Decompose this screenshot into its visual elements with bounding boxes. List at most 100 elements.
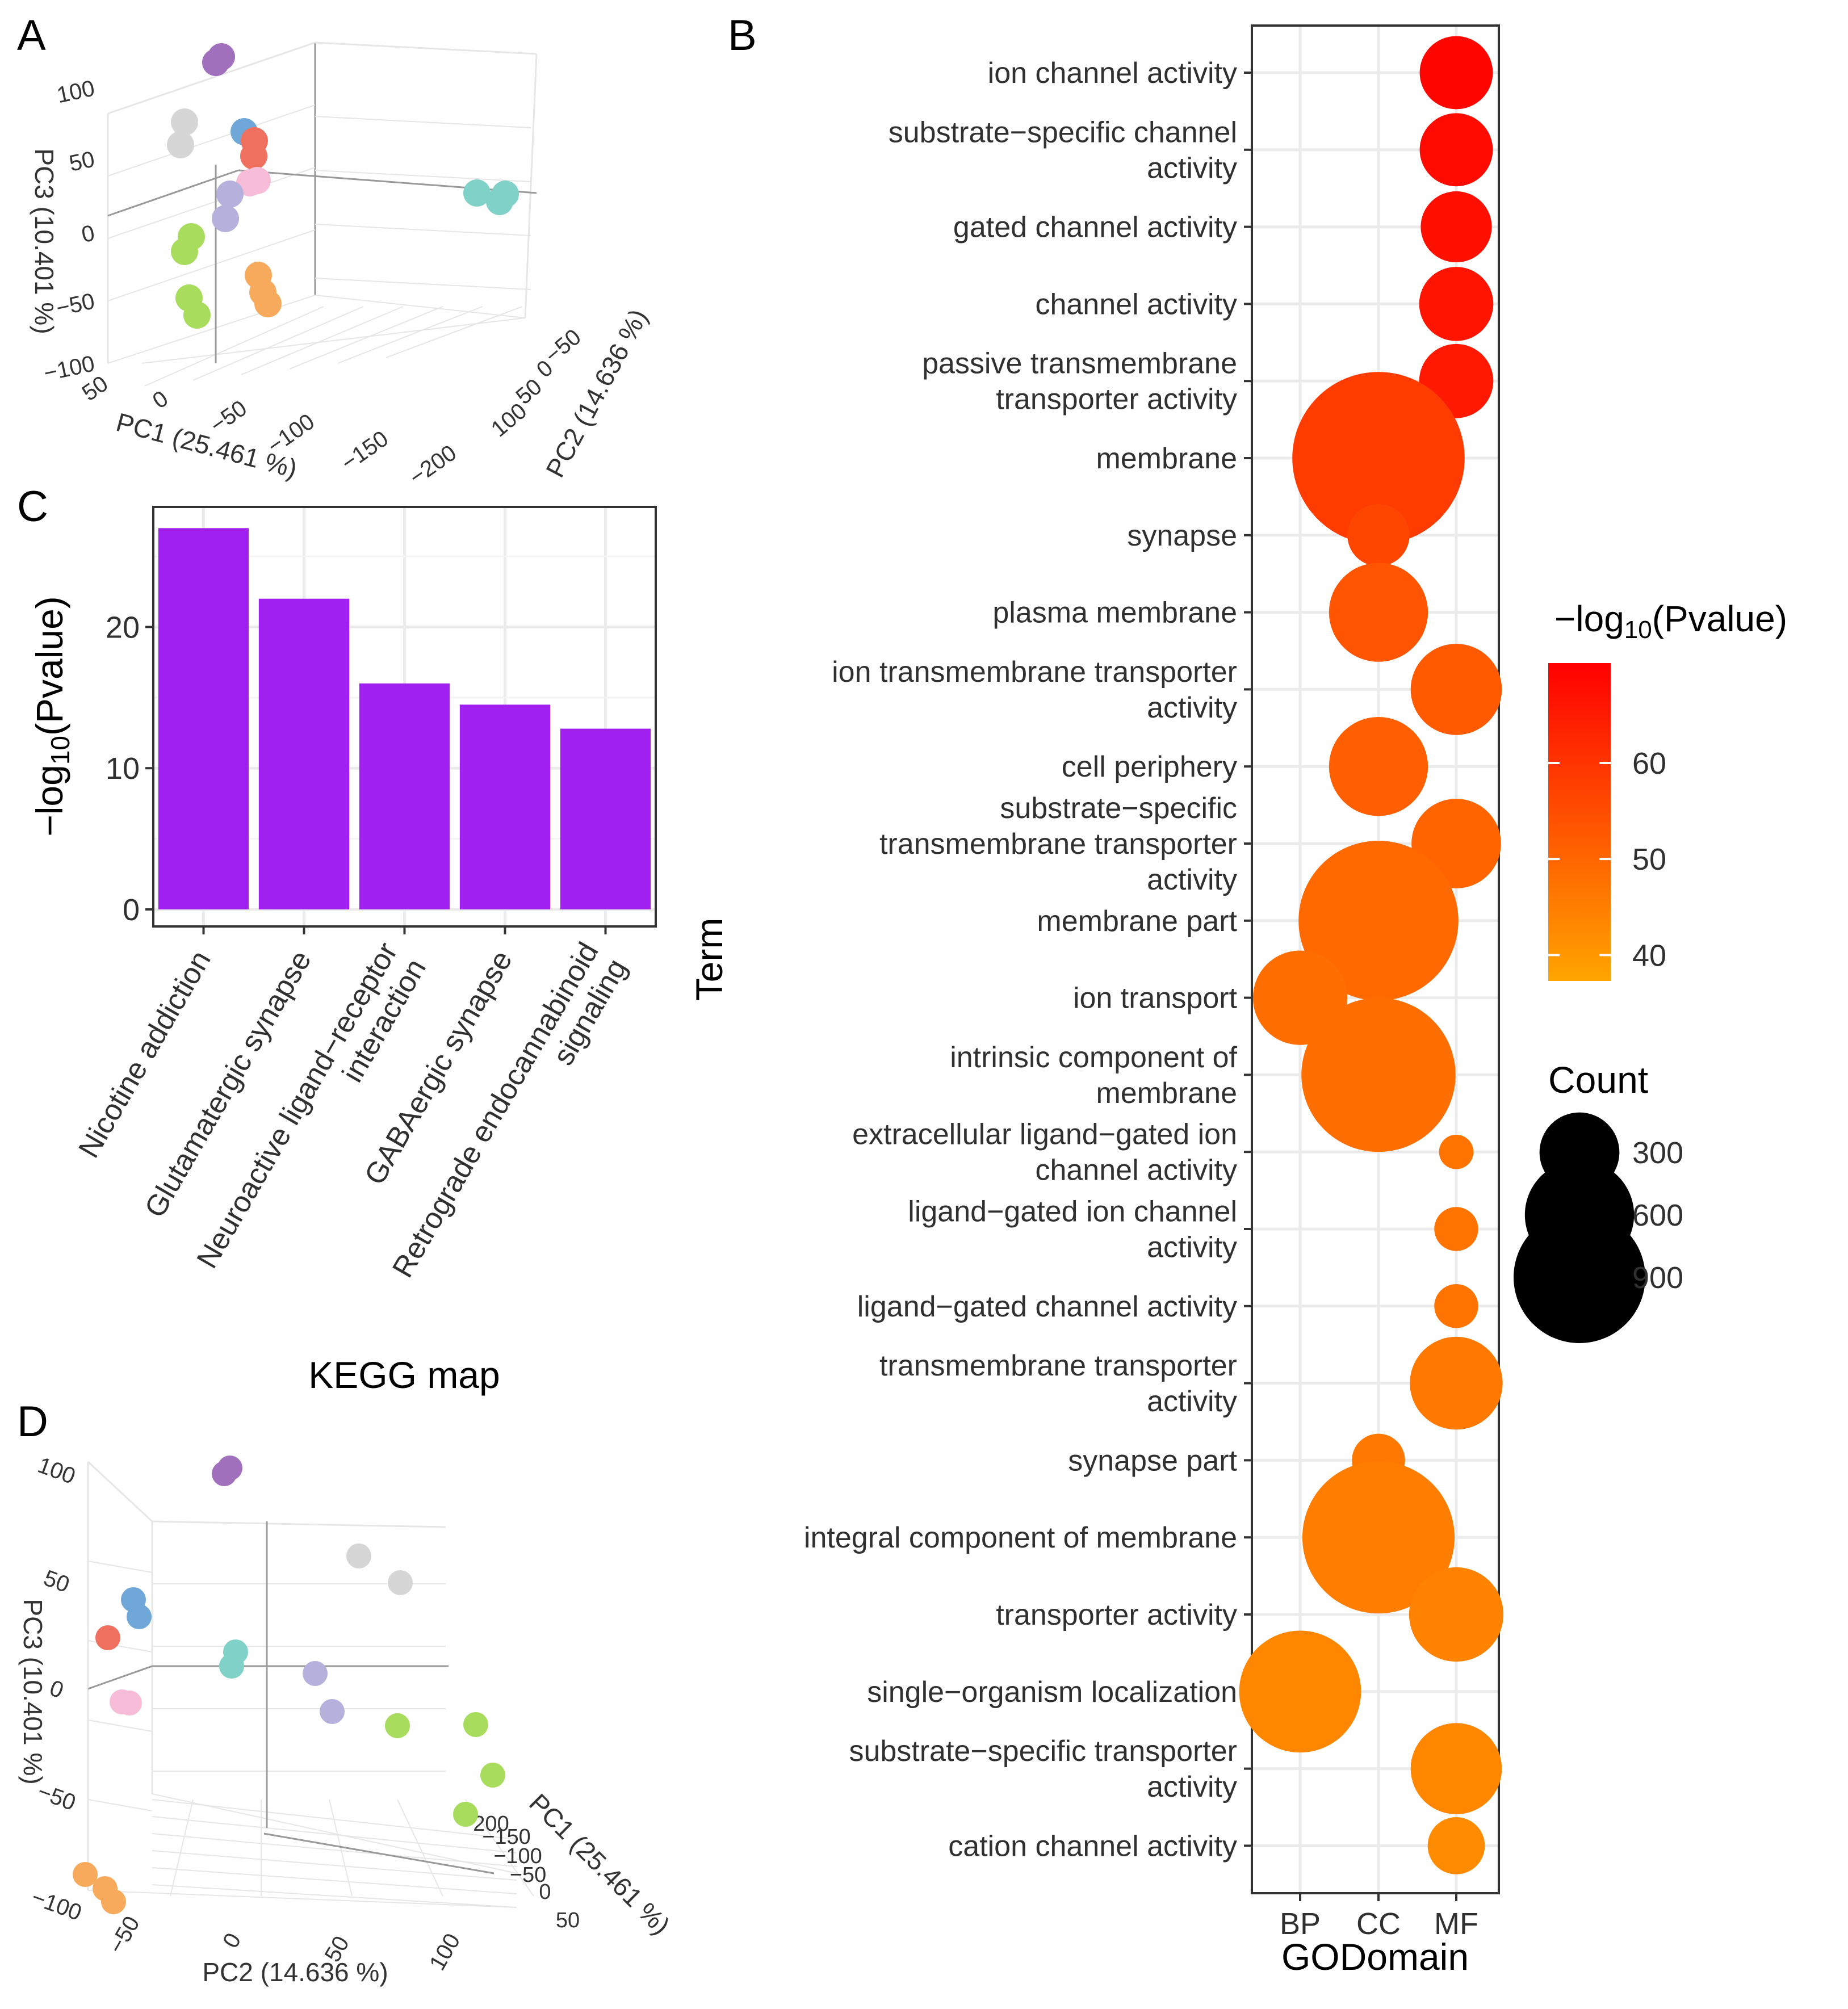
grid-line: [87, 1890, 517, 1908]
x-tick-label: 0: [148, 386, 173, 414]
term-label: channel activity: [1035, 288, 1237, 321]
term-label: membrane: [1096, 442, 1237, 475]
bar: [459, 704, 551, 909]
legend-title-part: (Pvalue): [1652, 598, 1787, 639]
z-tick-label: 0: [47, 1675, 67, 1703]
term-label: synapse part: [1068, 1444, 1237, 1477]
colorbar-tick-label: 60: [1632, 746, 1666, 781]
panel-label-c: C: [17, 483, 48, 531]
grid-line: [337, 306, 483, 364]
sample-point: [240, 142, 267, 170]
y-axis-title-part: 10: [45, 736, 75, 765]
grid-line: [152, 1520, 446, 1528]
panel-b-go-bubble-chart: ion channel activity substrate−specific c…: [688, 24, 1787, 1978]
grid-line: [141, 317, 526, 364]
grid-line: [87, 1799, 153, 1811]
grid-line: [329, 1799, 353, 1897]
sample-point: [219, 1654, 244, 1679]
sample-point: [171, 238, 198, 265]
term-label: plasma membrane: [992, 597, 1237, 630]
y-tick-label: −150: [482, 1825, 531, 1849]
sample-point: [453, 1802, 478, 1827]
y-tick-label: −50: [510, 1863, 546, 1887]
colorbar-tick-label: 50: [1632, 842, 1666, 876]
bubble-point: [1420, 191, 1492, 263]
sample-point: [303, 1661, 328, 1686]
term-label: substrate−specific: [1000, 792, 1237, 825]
sample-point: [117, 1691, 142, 1716]
panel-label-a: A: [17, 11, 46, 60]
term-label: ligand−gated channel activity: [857, 1290, 1237, 1323]
bubble-point: [1419, 267, 1494, 341]
z-tick-label: 50: [40, 1566, 73, 1598]
bubble-point: [1410, 1336, 1503, 1430]
legend-title-part: −log: [1554, 598, 1624, 639]
bubble-point: [1302, 1461, 1455, 1614]
bar: [258, 598, 350, 909]
term-label: activity: [1147, 152, 1237, 184]
x-axis-title: KEGG map: [308, 1354, 500, 1396]
z-tick-label: 100: [35, 1453, 79, 1489]
axis-line: [107, 169, 239, 217]
term-label: ion channel activity: [988, 57, 1237, 90]
x-tick-label: 100: [425, 1930, 465, 1975]
x-tick-label: BP: [1280, 1907, 1321, 1941]
z-tick-label: 100: [55, 76, 97, 108]
sample-point: [492, 181, 519, 208]
sample-point: [480, 1763, 505, 1788]
sample-point: [167, 131, 194, 158]
grid-line: [385, 306, 523, 358]
sample-point: [183, 301, 211, 329]
z-tick-label: −100: [28, 1885, 85, 1926]
bubble-point: [1239, 1630, 1361, 1753]
sample-point: [127, 1604, 152, 1629]
term-label: channel activity: [1035, 1154, 1237, 1187]
y-axis-title: PC1 (25.461 %): [523, 1788, 676, 1940]
grid-line: [87, 1461, 153, 1523]
y-axis-title: PC2 (14.636 %): [540, 304, 653, 482]
z-tick-label: 0: [79, 220, 97, 248]
term-label: activity: [1147, 1771, 1237, 1804]
term-label: activity: [1147, 691, 1237, 724]
z-tick-label: −50: [54, 288, 97, 321]
z-tick-label: 50: [67, 146, 97, 176]
y-tick-label: 50: [556, 1909, 580, 1932]
term-label: ligand−gated ion channel: [908, 1196, 1237, 1228]
sample-point: [244, 167, 271, 194]
term-label: transporter activity: [996, 1599, 1237, 1631]
bubble-point: [1409, 1567, 1504, 1662]
bubble-point: [1434, 1284, 1478, 1328]
z-axis-title: PC3 (10.401 %): [18, 1599, 48, 1784]
sample-point: [73, 1862, 98, 1887]
grid-line: [524, 53, 538, 318]
x-tick-label: 0: [218, 1929, 246, 1952]
sample-point: [320, 1699, 345, 1724]
grid-line: [144, 306, 324, 387]
sample-point: [171, 108, 198, 136]
y-tick-label: 0: [539, 1880, 551, 1904]
axis-line: [263, 1832, 495, 1874]
axis-line: [87, 1665, 153, 1690]
y-axis-title: Term: [688, 918, 730, 1001]
x-axis-title: GODomain: [1281, 1936, 1469, 1978]
term-label: transmembrane transporter: [879, 828, 1237, 861]
sample-point: [95, 1625, 120, 1650]
grid-line: [315, 278, 531, 290]
bubble-point: [1419, 36, 1493, 110]
sample-point: [388, 1570, 413, 1595]
grid-line: [107, 295, 316, 364]
bubble-point: [1419, 113, 1493, 187]
legend-size-title: Count: [1548, 1059, 1648, 1101]
term-label: ion transport: [1073, 982, 1238, 1015]
bubble-point: [1347, 504, 1410, 567]
bubble-point: [1301, 997, 1456, 1152]
x-tick-label: MF: [1434, 1907, 1478, 1941]
colorbar: [1548, 663, 1611, 981]
bar: [158, 528, 249, 909]
sample-point: [463, 179, 491, 207]
term-label: membrane part: [1037, 905, 1237, 938]
term-label: transmembrane transporter: [879, 1349, 1237, 1382]
